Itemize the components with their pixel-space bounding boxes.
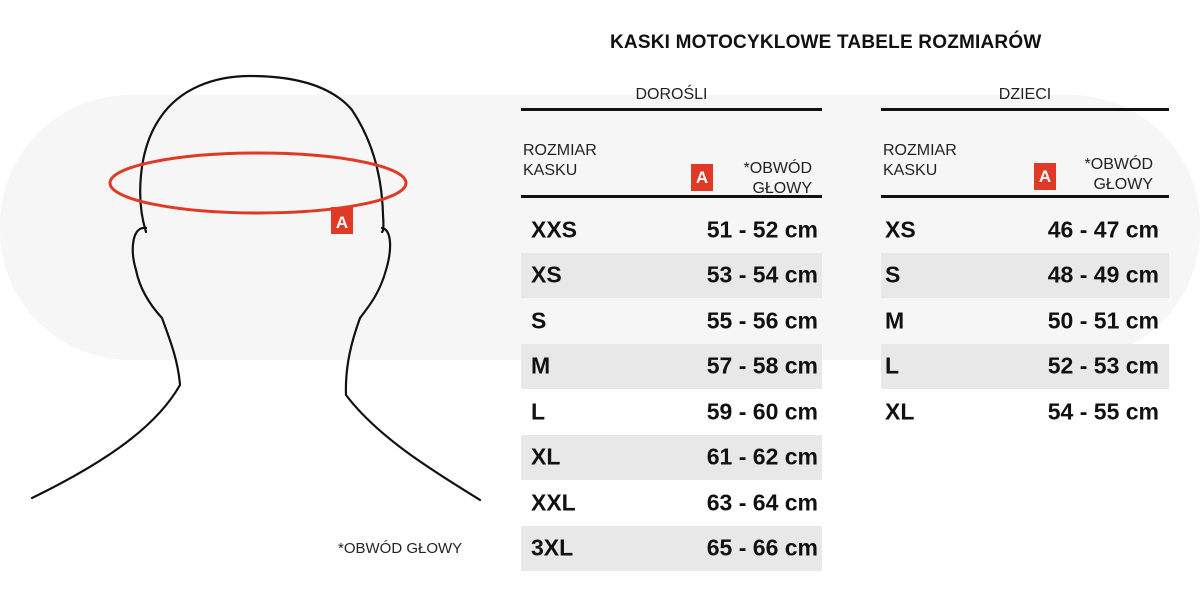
row-circumference: 53 - 54 cm [706,261,818,288]
row-size: M [531,352,551,379]
row-size: XL [531,443,561,470]
row-size: XS [531,261,562,288]
row-circumference: 65 - 66 cm [706,534,818,561]
row-circumference: 63 - 64 cm [706,489,818,516]
row-size: XXS [531,216,578,243]
head-badge-label: A [336,213,348,232]
table-row: XL 54 - 55 cm [881,389,1169,435]
table-row: XXS 51 - 52 cm [521,207,822,253]
row-size: M [885,307,905,334]
table-row: M 57 - 58 cm [521,343,822,389]
head-outline [139,74,385,234]
row-size: S [885,261,901,288]
adults-circ-label-line2: GŁOWY [752,180,812,197]
row-circumference: 59 - 60 cm [706,398,818,425]
row-circumference: 55 - 56 cm [706,307,818,334]
table-row: S 55 - 56 cm [521,298,822,344]
kids-a-badge: A [1034,163,1056,190]
kids-circumference-column-label: *OBWÓD GŁOWY [1085,155,1153,195]
row-circumference: 51 - 52 cm [706,216,818,243]
row-size: S [531,307,547,334]
head-badge-box [331,207,353,234]
row-size: XXL [531,489,576,516]
table-row: L 59 - 60 cm [521,389,822,435]
right-ear [358,226,392,320]
kids-size-column-label: ROZMIAR KASKU [883,141,957,181]
left-ear [131,226,164,320]
footnote: *OBWÓD GŁOWY [338,540,463,557]
adults-circ-label-line1: *OBWÓD [743,160,812,177]
table-row: S 48 - 49 cm [881,252,1169,298]
page-title: KASKI MOTOCYKLOWE TABELE ROZMIARÓW [610,32,1042,53]
adults-size-table: DOROŚLI ROZMIAR KASKU A *OBWÓD GŁOWY XXS… [521,82,822,571]
adults-rows: XXS 51 - 52 cm XS 53 - 54 cm S 55 - 56 cm M 57 … [521,198,822,571]
kids-size-label-line1: ROZMIAR [883,142,957,159]
row-size: L [531,398,546,425]
watermark-background [0,95,1200,360]
adults-header-rule [521,195,822,198]
adults-a-badge: A [691,164,713,191]
table-row: XL 61 - 62 cm [521,434,822,480]
row-circumference: 48 - 49 cm [1047,261,1159,288]
adults-top-rule [521,108,822,111]
head-outline-illustration: A [30,74,482,502]
table-row: L 52 - 53 cm [881,343,1169,389]
kids-table-title: DZIECI [998,86,1052,103]
adults-size-label-line1: ROZMIAR [523,142,597,159]
row-size: L [885,352,900,379]
row-circumference: 52 - 53 cm [1047,352,1159,379]
adults-circumference-column-label: *OBWÓD GŁOWY [744,159,812,199]
row-size: 3XL [531,534,574,561]
kids-circ-label-line2: GŁOWY [1093,176,1153,193]
table-row: XS 46 - 47 cm [881,207,1169,253]
row-circumference: 46 - 47 cm [1047,216,1159,243]
kids-column-header: ROZMIAR KASKU A *OBWÓD GŁOWY [881,111,1169,195]
row-size: XS [885,216,916,243]
kids-circ-label-line1: *OBWÓD [1084,156,1153,173]
row-circumference: 50 - 51 cm [1047,307,1159,334]
kids-header-rule [881,195,1169,198]
adults-column-header: ROZMIAR KASKU A *OBWÓD GŁOWY [521,111,822,197]
row-circumference: 54 - 55 cm [1047,398,1159,425]
table-row: M 50 - 51 cm [881,298,1169,344]
kids-size-label-line2: KASKU [883,162,938,179]
table-row: XXL 63 - 64 cm [521,480,822,526]
kids-top-rule [881,108,1169,111]
adults-size-column-label: ROZMIAR KASKU [523,141,597,181]
adults-table-title: DOROŚLI [635,86,708,103]
kids-rows: XS 46 - 47 cm S 48 - 49 cm M 50 - 51 cm L 52 - … [881,198,1169,435]
row-circumference: 61 - 62 cm [706,443,818,470]
row-size: XL [885,398,915,425]
adults-size-label-line2: KASKU [523,162,578,179]
neck-right [344,316,482,502]
table-row: XS 53 - 54 cm [521,252,822,298]
table-row: 3XL 65 - 66 cm [521,525,822,571]
neck-left [30,316,182,500]
row-circumference: 57 - 58 cm [706,352,818,379]
head-circumference-band [108,151,408,215]
kids-size-table: DZIECI ROZMIAR KASKU A *OBWÓD GŁOWY XS 46… [881,82,1169,435]
